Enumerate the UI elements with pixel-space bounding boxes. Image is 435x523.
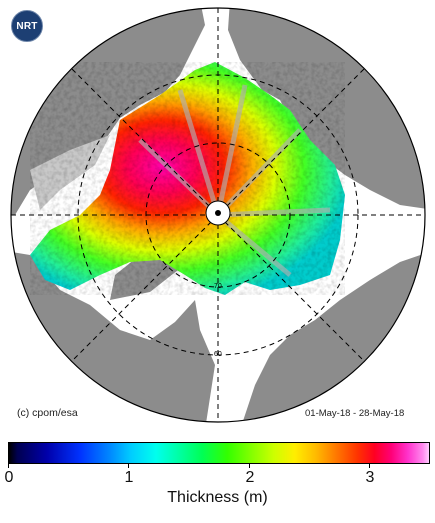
- colorbar-tick-label: 0: [4, 469, 14, 486]
- colorbar-tick: [128, 464, 129, 468]
- date-range: 01-May-18 - 28-May-18: [305, 408, 405, 419]
- no-data-region: [30, 135, 110, 210]
- orbit-gaps: [138, 84, 331, 277]
- colorbar-gradient: [8, 442, 430, 464]
- colorbar-title: Thickness (m): [167, 489, 268, 506]
- map-boundary: [10, 7, 426, 423]
- colorbar-tick-label: 1: [124, 469, 134, 486]
- copyright-credit: (c) cpom/esa: [17, 407, 78, 419]
- colorbar-tick-label: 3: [365, 469, 375, 486]
- latitude-label-70: 70: [214, 283, 222, 290]
- colorbar-tick: [369, 464, 370, 468]
- arctic-sea-ice-map: 70 60: [10, 7, 426, 423]
- colorbar: [8, 442, 430, 468]
- colorbar-tick: [8, 464, 9, 468]
- colorbar-tick: [249, 464, 250, 468]
- latitude-label-60: 60: [214, 351, 222, 358]
- pole-marker: [215, 210, 221, 216]
- nrt-badge: NRT: [11, 10, 43, 42]
- sea-ice-texture: [30, 62, 345, 295]
- colorbar-tick-label: 2: [245, 469, 255, 486]
